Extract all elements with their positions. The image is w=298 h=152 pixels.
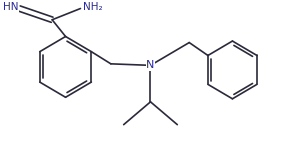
Text: HN: HN xyxy=(3,2,19,12)
Text: NH₂: NH₂ xyxy=(83,2,103,12)
Text: N: N xyxy=(146,60,155,70)
